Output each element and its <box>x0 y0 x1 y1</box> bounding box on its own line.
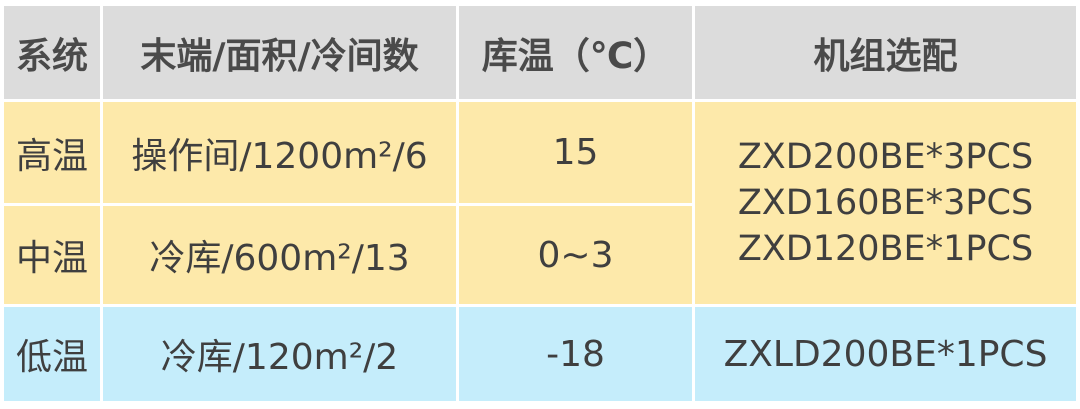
header-row: 系统 末端/面积/冷间数 库温（℃） 机组选配 <box>4 6 1076 99</box>
cell-system: 低温 <box>4 307 100 401</box>
cell-system: 中温 <box>4 206 100 304</box>
header-system: 系统 <box>4 6 100 99</box>
table-row: 中温 冷库/600m²/13 0~3 <box>4 206 1076 304</box>
header-units: 机组选配 <box>695 6 1076 99</box>
cell-units-shared: ZXD200BE*3PCS ZXD160BE*3PCS ZXD120BE*1PC… <box>695 102 1076 304</box>
cell-temp: -18 <box>459 307 692 401</box>
cell-system: 高温 <box>4 102 100 203</box>
table-row: 高温 操作间/1200m²/6 15 ZXD200BE*3PCS ZXD160B… <box>4 102 1076 304</box>
unit-line: ZXD120BE*1PCS <box>737 229 1034 269</box>
cell-temp: 15 <box>459 102 692 203</box>
unit-line: ZXD200BE*3PCS <box>737 137 1034 177</box>
cell-terminal: 冷库/120m²/2 <box>103 307 456 401</box>
table-row: 低温 冷库/120m²/2 -18 ZXLD200BE*1PCS <box>4 307 1076 401</box>
unit-selection-table: 系统 末端/面积/冷间数 库温（℃） 机组选配 高温 操作间/1200m²/6 … <box>1 3 1079 404</box>
header-temp: 库温（℃） <box>459 6 692 99</box>
cell-units: ZXLD200BE*1PCS <box>695 307 1076 401</box>
header-terminal: 末端/面积/冷间数 <box>103 6 456 99</box>
cell-terminal: 操作间/1200m²/6 <box>103 102 456 203</box>
cell-terminal: 冷库/600m²/13 <box>103 206 456 304</box>
cell-temp: 0~3 <box>459 206 692 304</box>
unit-line: ZXD160BE*3PCS <box>737 183 1034 223</box>
